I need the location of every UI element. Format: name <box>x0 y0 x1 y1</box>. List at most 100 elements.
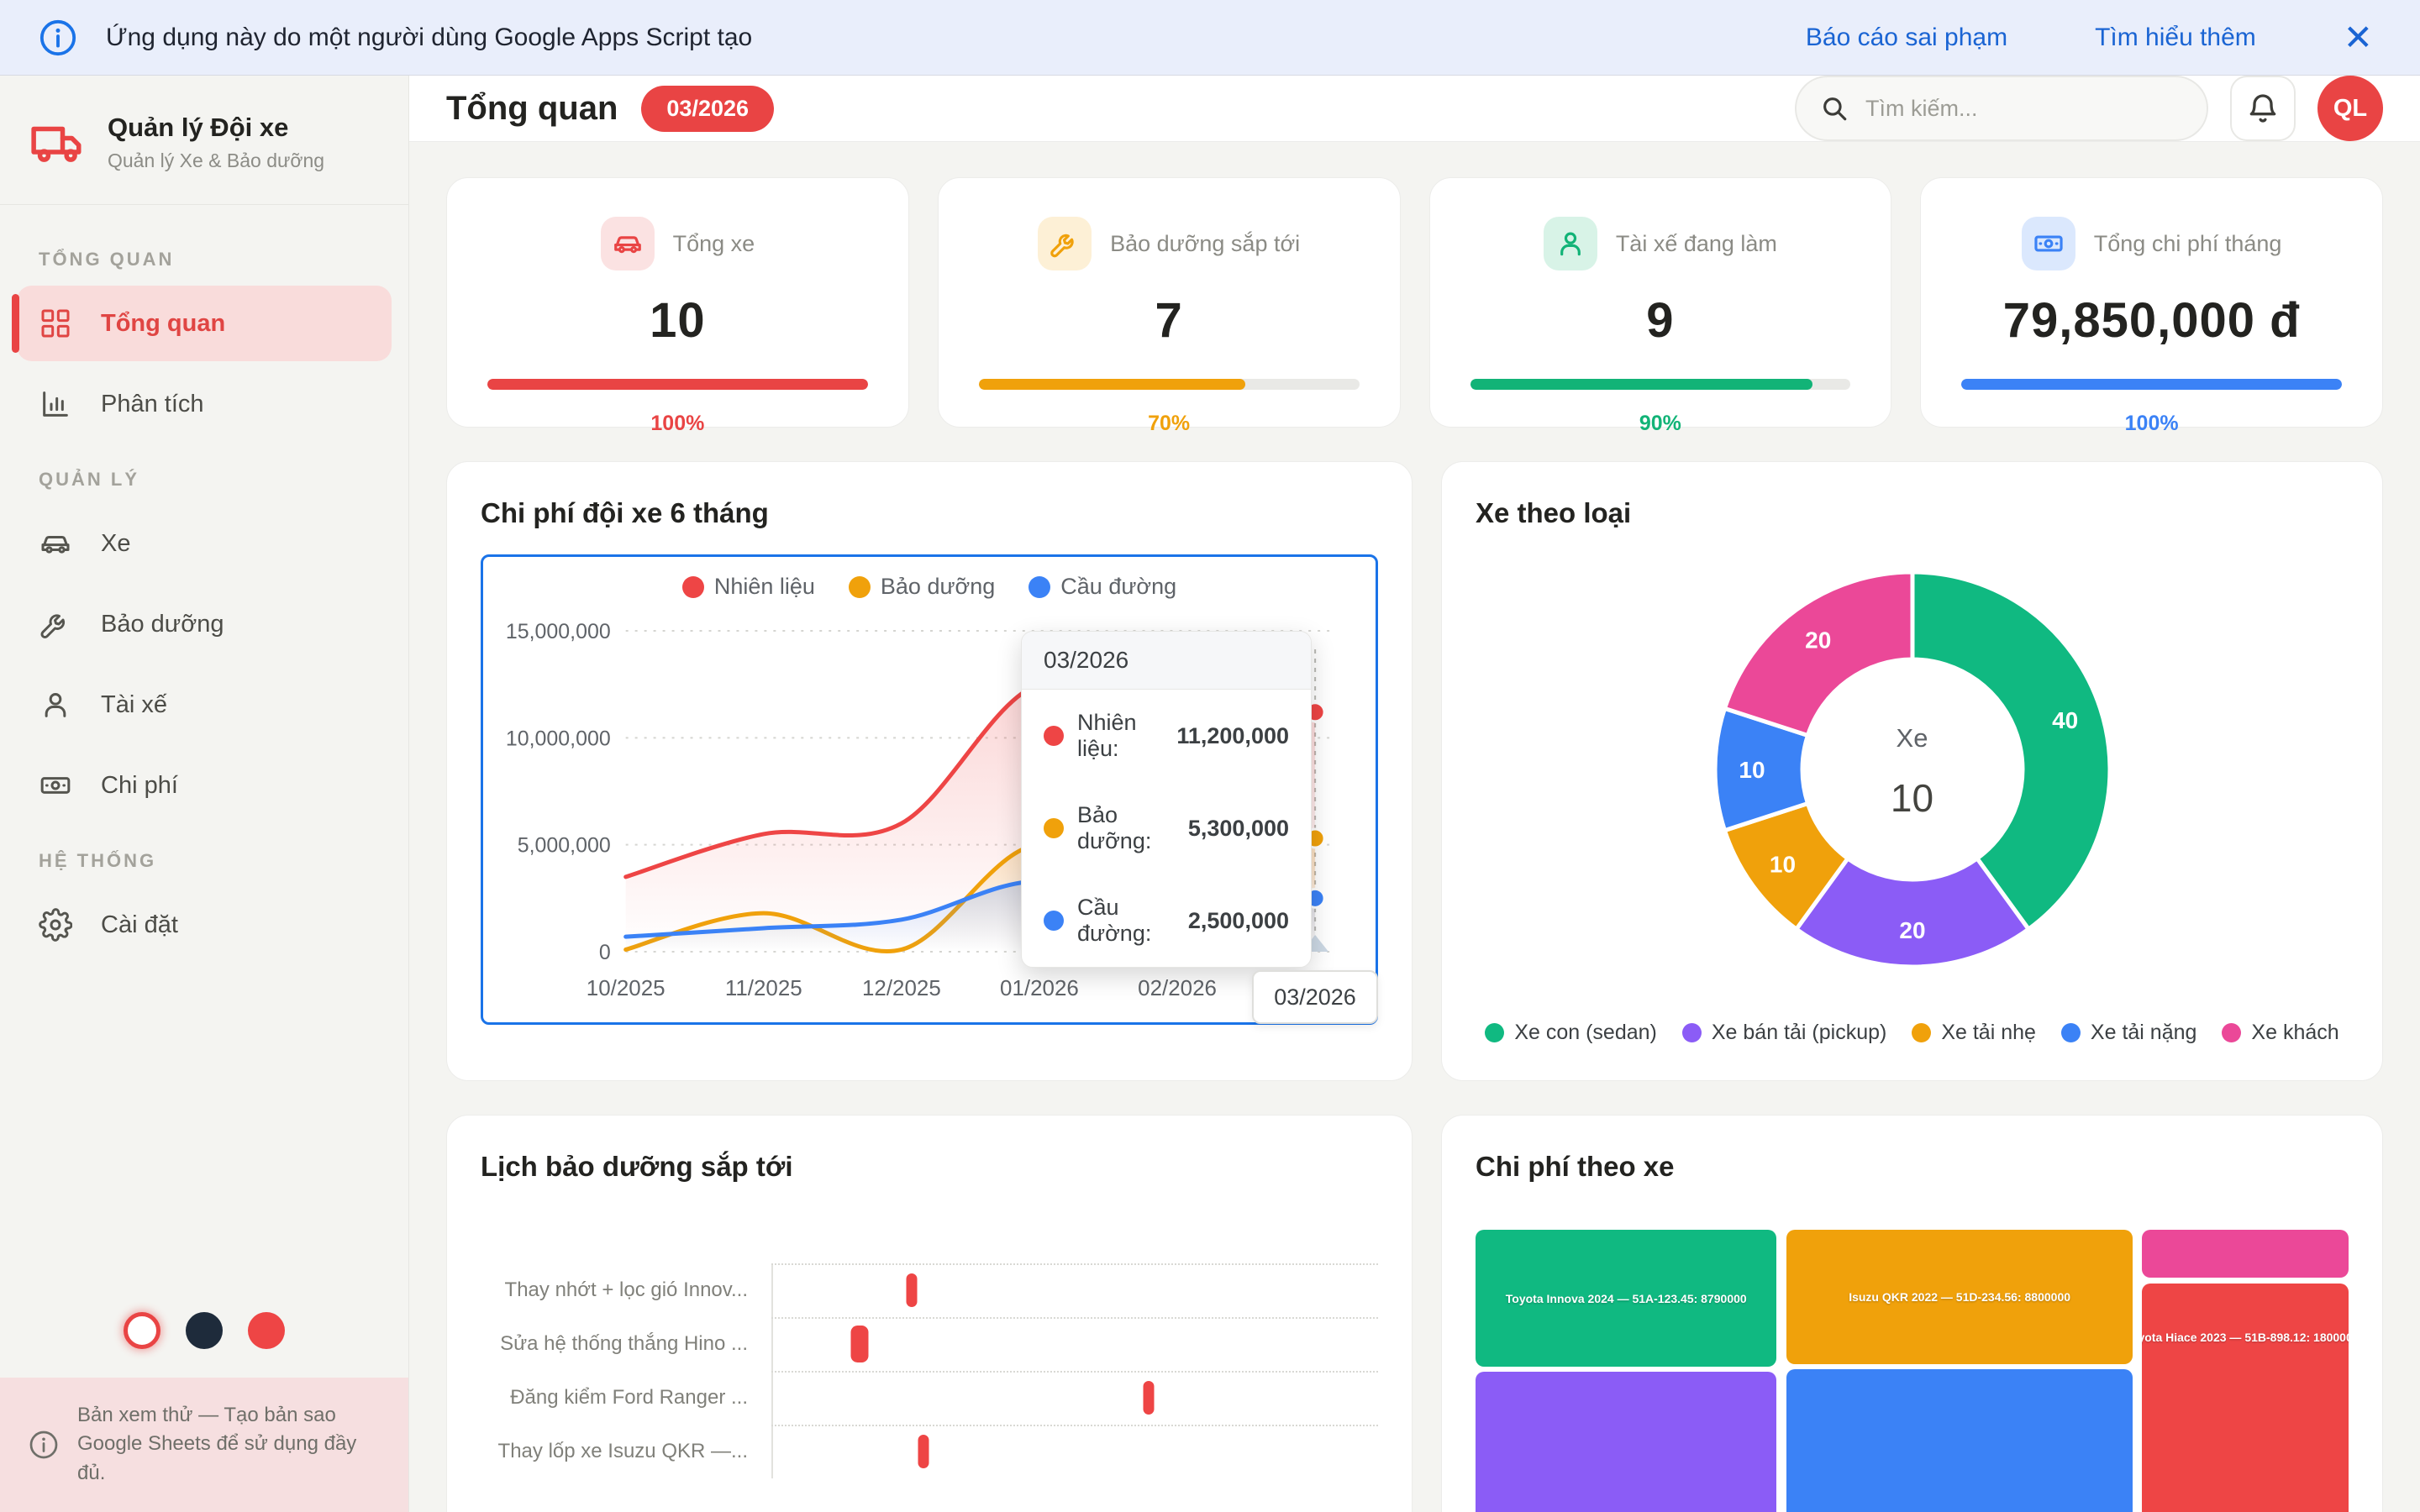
svg-text:10,000,000: 10,000,000 <box>506 727 611 750</box>
donut-slice[interactable] <box>1721 570 1914 738</box>
sidebar-item-label: Chi phí <box>101 771 178 799</box>
sidebar-item-driver[interactable]: Tài xế <box>17 667 392 743</box>
report-abuse-link[interactable]: Báo cáo sai phạm <box>1805 23 2008 51</box>
legend-item: Bảo dưỡng <box>848 574 996 600</box>
legend-item: Nhiên liệu <box>681 574 815 600</box>
stat-progress <box>978 379 1360 390</box>
svg-text:0: 0 <box>599 941 611 964</box>
app-title: Quản lý Đội xe <box>108 113 289 142</box>
sidebar-item-car[interactable]: Xe <box>17 506 392 581</box>
stat-progress <box>1470 379 1851 390</box>
month-badge: 03/2026 <box>641 85 775 132</box>
learn-more-link[interactable]: Tìm hiểu thêm <box>2095 23 2256 51</box>
app-logo-header: Quản lý Đội xe Quản lý Xe & Bảo dưỡng <box>0 76 408 205</box>
tooltip-series-value: 11,200,000 <box>1176 722 1289 748</box>
svg-text:20: 20 <box>1899 917 1925 943</box>
sidebar-item-label: Tài xế <box>101 690 167 718</box>
money-icon <box>2021 217 2075 270</box>
line-chart-legend: Nhiên liệu Bảo dưỡng Cầu đường <box>483 574 1376 600</box>
schedule-marker[interactable] <box>918 1435 929 1468</box>
sidebar-item-dashboard[interactable]: Tổng quan <box>12 286 392 361</box>
stat-label: Bảo dưỡng sắp tới <box>1110 230 1301 256</box>
donut-slice[interactable] <box>1910 570 2112 932</box>
app-subtitle: Quản lý Xe & Bảo dưỡng <box>108 150 325 171</box>
stat-value: 10 <box>650 293 706 348</box>
close-banner-icon[interactable]: ✕ <box>2343 17 2373 57</box>
dashboard-icon <box>39 307 72 340</box>
sidebar-item-money[interactable]: Chi phí <box>17 748 392 823</box>
sidebar-item-label: Bảo dưỡng <box>101 610 224 638</box>
hovered-x-label: 03/2026 <box>1252 970 1378 1024</box>
fleet-cost-chart[interactable]: Nhiên liệu Bảo dưỡng Cầu đường 15,000,000 1… <box>481 554 1378 1025</box>
legend-label: Bảo dưỡng <box>880 574 996 599</box>
treemap-block[interactable] <box>2141 1230 2349 1278</box>
car-icon <box>600 217 655 270</box>
maintenance-schedule-title: Lịch bảo dưỡng sắp tới <box>481 1151 793 1182</box>
legend-dot <box>848 575 871 598</box>
tooltip-series-name: Cầu đường: <box>1077 895 1152 946</box>
page-title: Tổng quan <box>446 89 618 127</box>
legend-label: Nhiên liệu <box>713 574 815 599</box>
bell-icon <box>2246 92 2280 125</box>
fleet-cost-card: Chi phí đội xe 6 tháng Nhiên liệu Bảo dưỡ… <box>446 461 1413 1081</box>
sidebar-item-analytics[interactable]: Phân tích <box>17 366 392 442</box>
schedule-task-label: Thay lốp xe Isuzu QKR —... <box>497 1440 748 1462</box>
search-box[interactable] <box>1795 76 2208 141</box>
sidebar-item-wrench[interactable]: Bảo dưỡng <box>17 586 392 662</box>
notifications-button[interactable] <box>2230 76 2296 141</box>
svg-text:02/2026: 02/2026 <box>1138 975 1217 1000</box>
legend-dot <box>1028 575 1051 598</box>
stat-percent: 100% <box>650 412 705 435</box>
treemap-block-label: Toyota Hiace 2023 — 51B-898.12: 18000000 <box>2142 1331 2349 1345</box>
schedule-marker[interactable] <box>850 1326 869 1362</box>
svg-text:11/2025: 11/2025 <box>725 975 802 1000</box>
treemap-block[interactable]: Toyota Innova 2024 — 51A-123.45: 8790000 <box>1476 1230 1777 1368</box>
vehicle-types-title: Xe theo loại <box>1476 497 1632 528</box>
stat-value: 79,850,000 đ <box>2002 293 2301 348</box>
legend-label: Cầu đường <box>1060 574 1177 599</box>
maintenance-schedule-card: Lịch bảo dưỡng sắp tới Thay nhớt + lọc g… <box>446 1115 1413 1512</box>
theme-dot-1[interactable] <box>124 1311 160 1349</box>
avatar[interactable]: QL <box>2317 76 2383 141</box>
theme-dot-3[interactable] <box>248 1311 285 1349</box>
sidebar-item-gear[interactable]: Cài đặt <box>17 887 392 963</box>
stats-row: Tổng xe 10 100% Bảo dưỡng sắp tới 7 70% … <box>446 177 2383 435</box>
nav-section-label: QUẢN LÝ <box>39 469 139 490</box>
treemap-block[interactable] <box>1786 1369 2133 1512</box>
stat-progress <box>487 379 868 390</box>
stat-label: Tài xế đang làm <box>1615 230 1777 256</box>
stat-value: 9 <box>1646 293 1675 348</box>
svg-text:10: 10 <box>1769 851 1795 877</box>
schedule-marker[interactable] <box>906 1273 918 1307</box>
topbar: Tổng quan 03/2026 QL <box>409 76 2420 142</box>
donut-slice[interactable] <box>1792 855 2032 969</box>
tooltip-row: Bảo dưỡng: 5,300,000 <box>1022 782 1311 874</box>
search-input[interactable] <box>1865 95 2183 122</box>
schedule-row: Đăng kiểm Ford Ranger ... <box>481 1371 1378 1425</box>
donut-legend-item: Xe bán tải (pickup) <box>1681 1021 1887 1045</box>
sidebar-item-label: Cài đặt <box>101 911 178 938</box>
trial-note: Bản xem thử — Tạo bản sao Google Sheets … <box>0 1377 408 1512</box>
donut-legend: Xe con (sedan) Xe bán tải (pickup) Xe tải … <box>1476 1021 2349 1045</box>
schedule-row: Thay lốp xe Isuzu QKR —... <box>481 1425 1378 1478</box>
banner-message: Ứng dụng này do một người dùng Google Ap… <box>106 23 753 51</box>
schedule-row: Thay nhớt + lọc gió Innov... <box>481 1263 1378 1317</box>
schedule-marker[interactable] <box>1143 1381 1155 1415</box>
treemap-block[interactable]: Isuzu QKR 2022 — 51D-234.56: 8800000 <box>1786 1230 2133 1364</box>
stat-card-money: Tổng chi phí tháng 79,850,000 đ 100% <box>1920 177 2383 435</box>
stat-card-driver: Tài xế đang làm 9 90% <box>1428 177 1892 435</box>
apps-script-banner: Ứng dụng này do một người dùng Google Ap… <box>0 0 2420 76</box>
legend-dot <box>1681 1023 1702 1042</box>
theme-dot-2[interactable] <box>186 1311 223 1349</box>
vehicle-types-card: Xe theo loại 40 20 10 10 20 Xe 10 Xe con (se… <box>1441 461 2383 1081</box>
legend-item: Cầu đường <box>1028 574 1176 600</box>
donut-svg: 40 20 10 10 20 <box>1712 570 2112 969</box>
chart-tooltip: 03/2026 Nhiên liệu: 11,200,000 Bảo dưỡng: 5… <box>1021 631 1312 968</box>
legend-label: Xe bán tải (pickup) <box>1711 1021 1887 1044</box>
treemap-block[interactable] <box>1476 1372 1777 1512</box>
treemap-block[interactable]: Toyota Hiace 2023 — 51B-898.12: 18000000 <box>2141 1284 2349 1512</box>
svg-text:01/2026: 01/2026 <box>1000 975 1079 1000</box>
stat-card-wrench: Bảo dưỡng sắp tới 7 70% <box>937 177 1401 435</box>
legend-dot <box>2060 1023 2081 1042</box>
stat-percent: 90% <box>1639 412 1681 435</box>
